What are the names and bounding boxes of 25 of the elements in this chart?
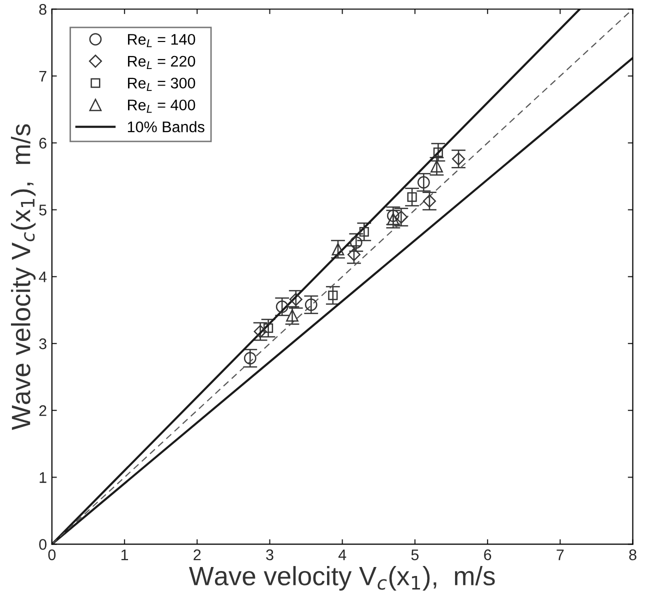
- legend-label: Re$_{L}$ = 400: [128, 100, 196, 113]
- x-tick-label: 6: [484, 549, 492, 560]
- y-axis-title: Wave velocity V$_{c}$(x$_{1}$), m/s: [10, 124, 36, 430]
- y-tick-label: 7: [39, 71, 46, 82]
- y-tick-label: 1: [40, 472, 46, 483]
- x-axis-title: Wave velocity V$_{c}$(x$_{1}$), m/s: [189, 566, 495, 591]
- x-tick-label: 8: [629, 549, 636, 560]
- legend-label: Re$_{L}$ = 300: [128, 78, 196, 91]
- y-tick-label: 5: [39, 204, 46, 216]
- x-tick-label: 0: [48, 549, 56, 560]
- y-tick-label: 8: [39, 4, 46, 15]
- x-tick-label: 1: [121, 550, 128, 560]
- x-tick-label: 5: [411, 550, 419, 560]
- x-tick-label: 4: [338, 550, 346, 560]
- y-tick-label: 4: [38, 272, 47, 282]
- x-tick-label: 2: [194, 549, 201, 560]
- y-tick-label: 6: [39, 138, 46, 149]
- y-tick-label: 2: [39, 405, 46, 416]
- legend-label: Re$_{L}$ = 140: [128, 34, 196, 48]
- legend-label: 10% Bands: [128, 121, 204, 132]
- y-tick-label: 0: [39, 539, 46, 550]
- x-tick-label: 3: [266, 549, 274, 560]
- legend-label: Re$_{L}$ = 220: [128, 56, 196, 69]
- y-tick-label: 3: [39, 338, 46, 350]
- x-tick-label: 7: [556, 550, 564, 560]
